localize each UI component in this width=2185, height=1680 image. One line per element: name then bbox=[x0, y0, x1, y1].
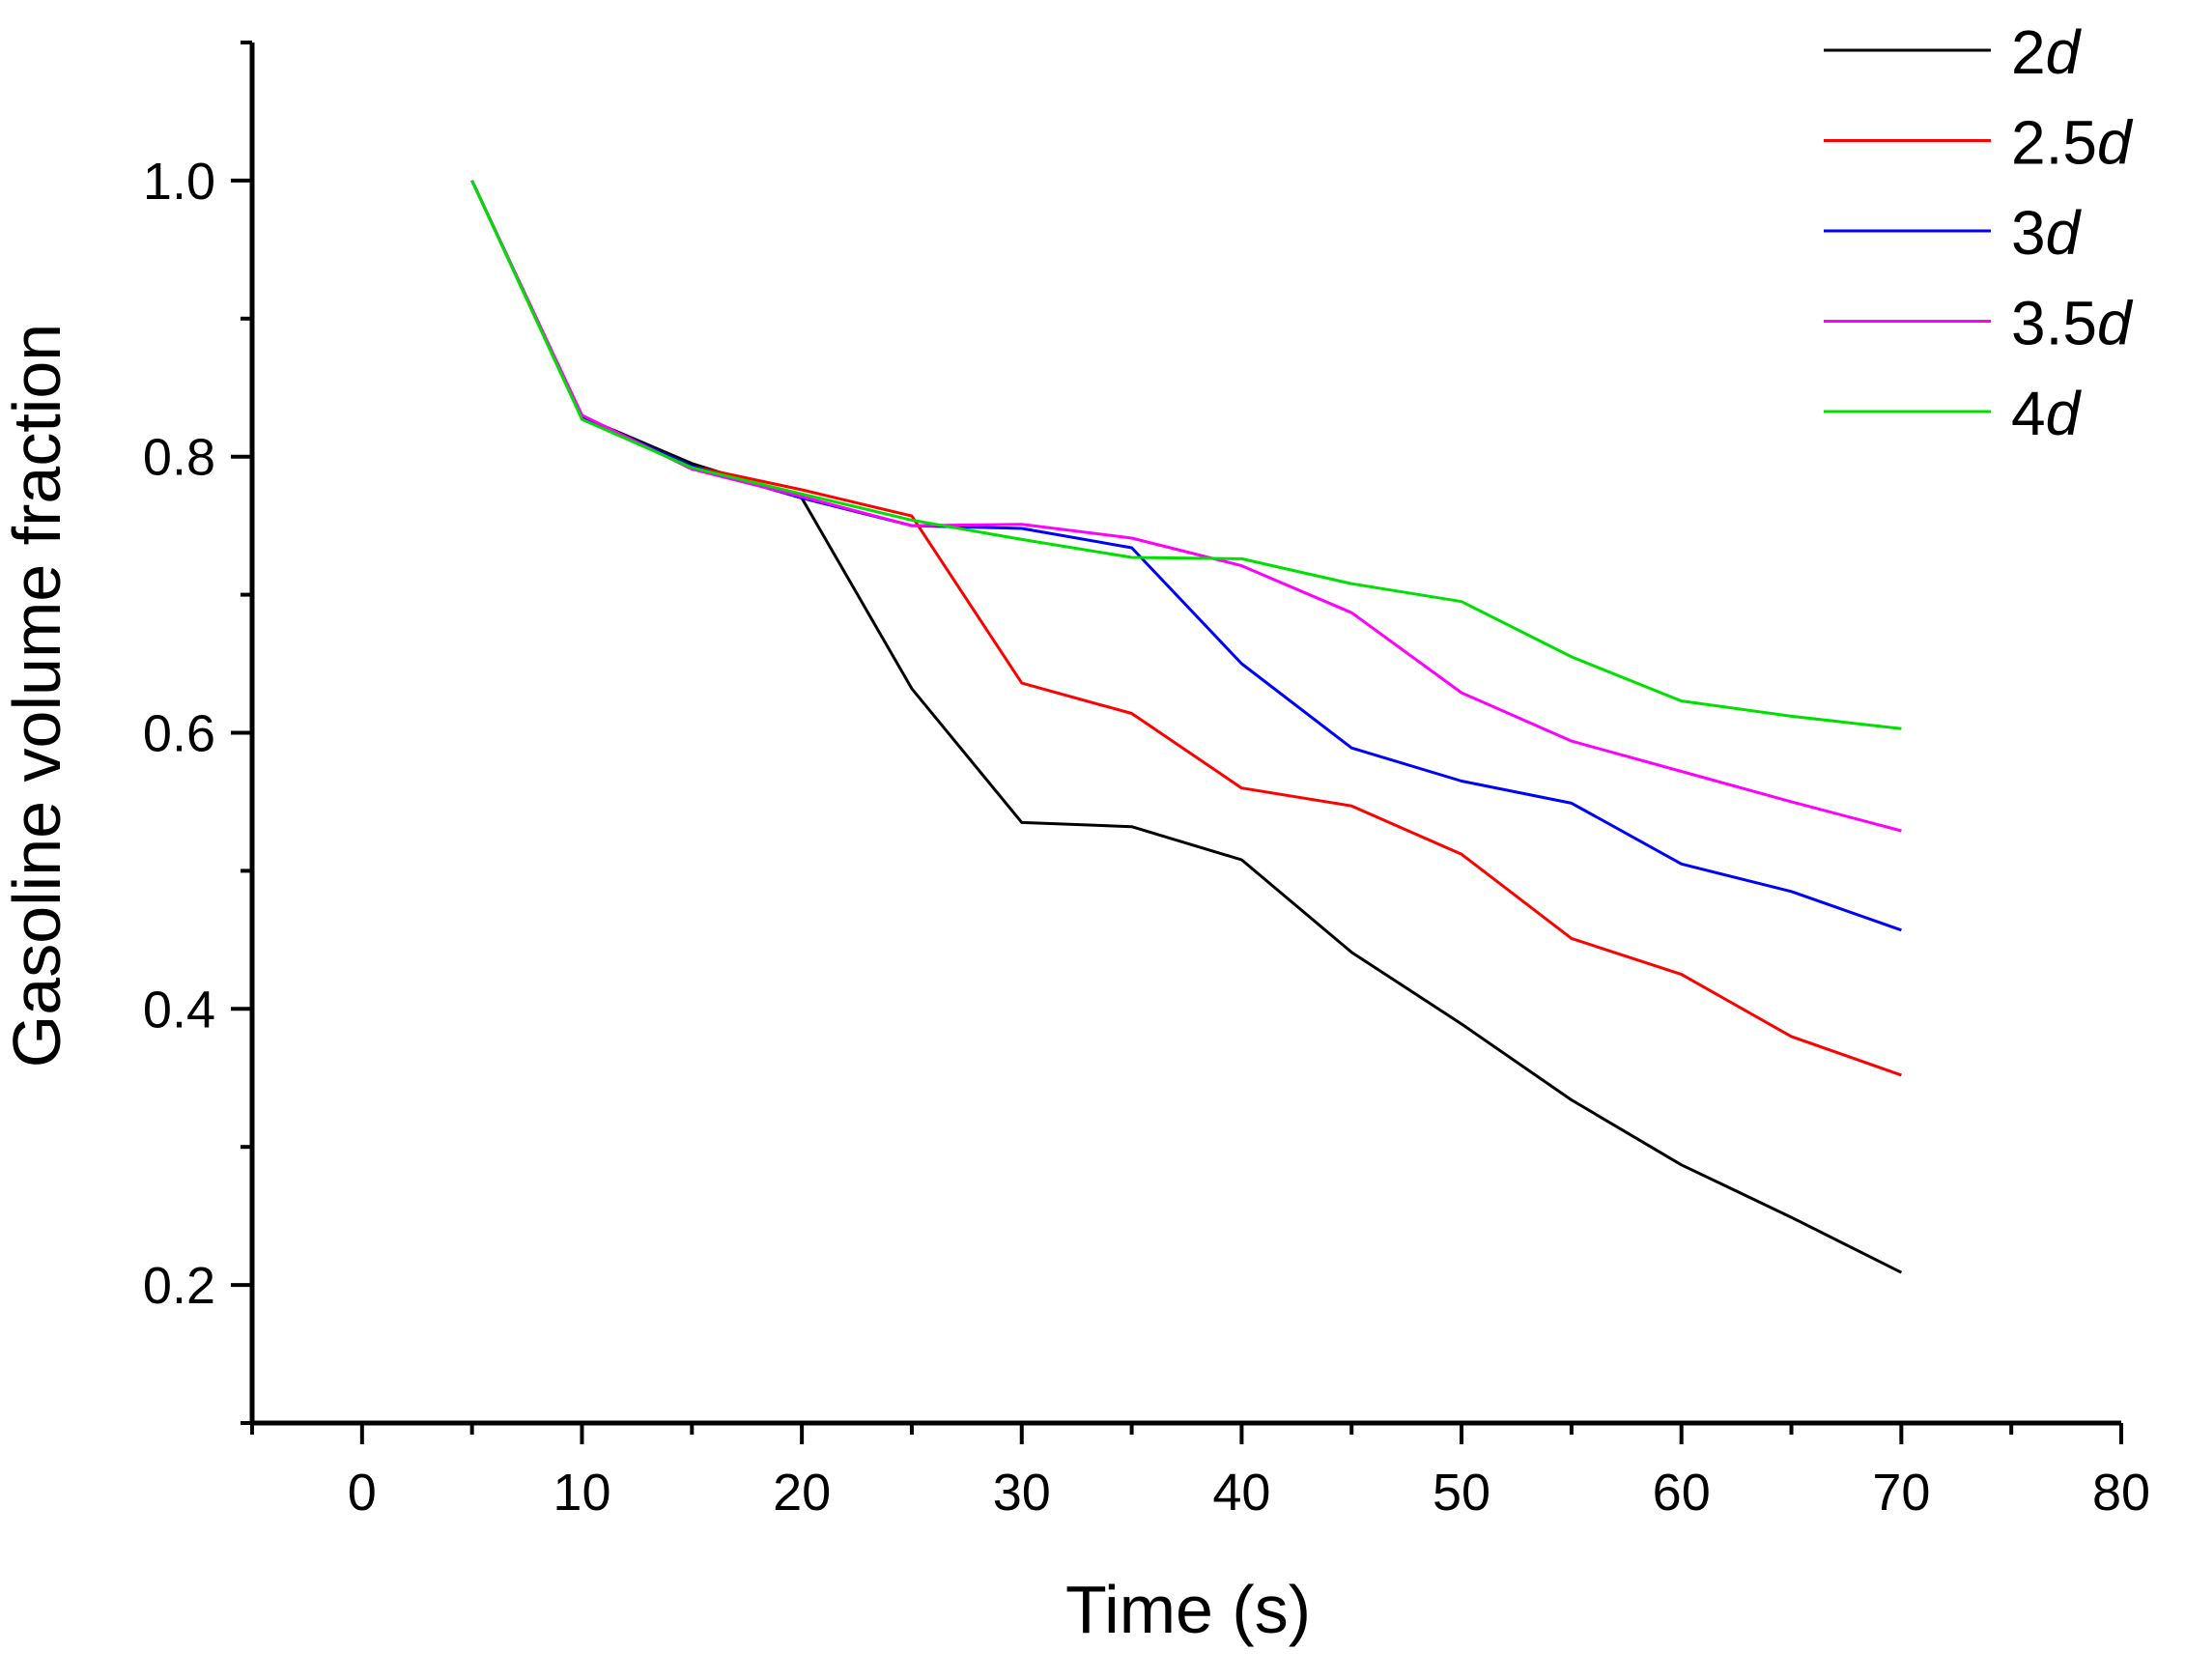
x-tick-label: 10 bbox=[553, 1464, 610, 1522]
x-axis-ticks: 0 10 20 30 40 50 60 70 80 bbox=[250, 1423, 2150, 1522]
y-tick-label: 0.8 bbox=[143, 429, 215, 487]
series-line-2-5d bbox=[470, 180, 1902, 1077]
legend-label-2d: 2d bbox=[2011, 17, 2083, 87]
axes bbox=[249, 43, 2121, 1426]
x-tick-label: 0 bbox=[348, 1464, 377, 1522]
y-tick-label: 0.4 bbox=[143, 981, 215, 1039]
y-tick-label: 1.0 bbox=[143, 153, 215, 211]
y-tick-label: 0.6 bbox=[143, 705, 215, 763]
series-line-2d bbox=[470, 180, 1903, 1274]
x-tick-label: 30 bbox=[993, 1464, 1051, 1522]
legend-label-3d: 3d bbox=[2011, 198, 2083, 268]
x-tick-label: 20 bbox=[773, 1464, 831, 1522]
x-tick-label: 60 bbox=[1653, 1464, 1711, 1522]
series-line-3-5d bbox=[470, 180, 1902, 833]
x-tick-label: 40 bbox=[1212, 1464, 1270, 1522]
series-lines bbox=[470, 180, 1903, 1274]
legend-label-3-5d: 3.5d bbox=[2011, 289, 2134, 358]
legend: 2d 2.5d 3d 3.5d 4d bbox=[1824, 17, 2134, 448]
x-tick-label: 80 bbox=[2092, 1464, 2150, 1522]
y-axis-ticks: 0.2 0.4 0.6 0.8 1.0 bbox=[143, 41, 252, 1425]
series-line-3d bbox=[470, 180, 1902, 932]
y-axis-title: Gasoline volume fraction bbox=[0, 324, 74, 1068]
x-axis-title: Time (s) bbox=[1065, 1572, 1311, 1647]
legend-label-2-5d: 2.5d bbox=[2011, 108, 2134, 178]
y-tick-label: 0.2 bbox=[143, 1257, 215, 1315]
legend-label-4d: 4d bbox=[2011, 379, 2083, 448]
x-tick-label: 50 bbox=[1433, 1464, 1490, 1522]
series-line-4d bbox=[470, 180, 1902, 730]
x-tick-label: 70 bbox=[1872, 1464, 1930, 1522]
